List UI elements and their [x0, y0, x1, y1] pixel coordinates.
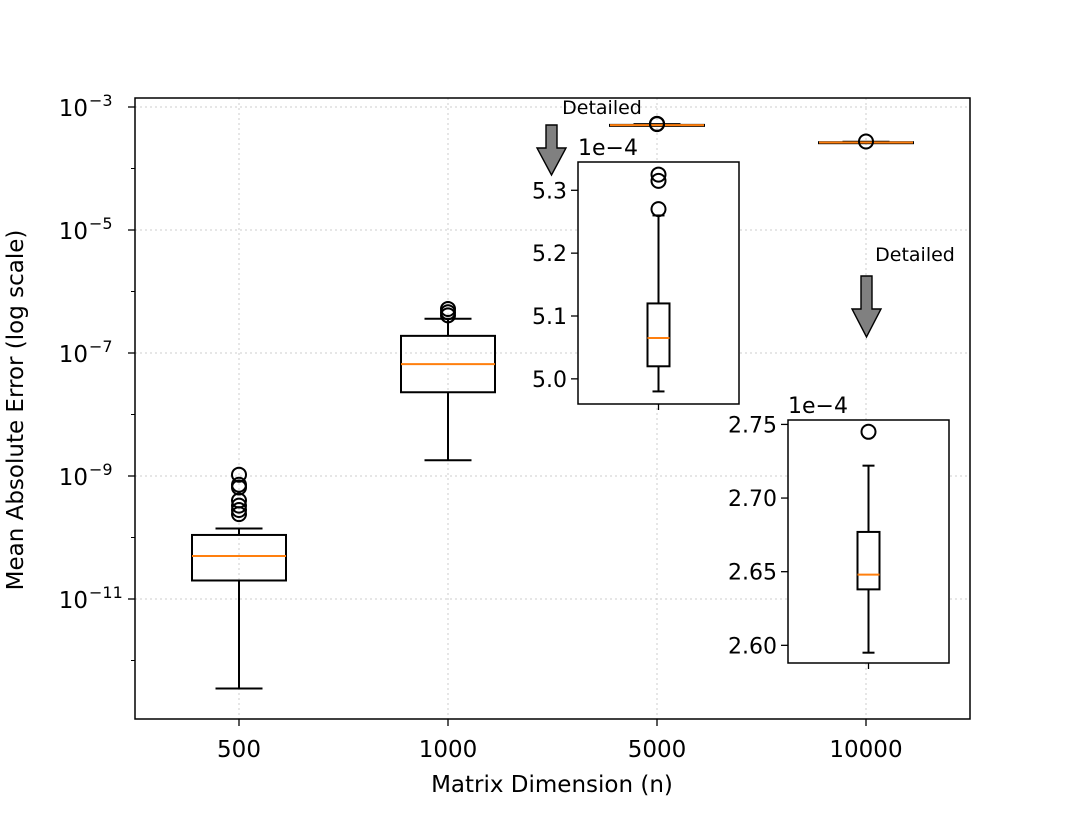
- inset-y-tick-label: 2.70: [728, 487, 777, 512]
- y-tick-label: 10: [59, 219, 88, 245]
- inset-y-tick-label: 2.65: [728, 561, 777, 586]
- inset-5000: 5.0 5.1 5.2 5.3: [532, 166, 671, 410]
- inset-5000-outlier: [650, 172, 667, 189]
- x-tick-label: 5000: [628, 737, 687, 763]
- inset-10000-box: [856, 530, 881, 591]
- inset-5000-offset-label: 1e−4: [578, 136, 638, 161]
- x-tick-label: 1000: [419, 737, 478, 763]
- annotation-arrow-5000: [535, 124, 568, 177]
- x-axis-label: Matrix Dimension (n): [431, 772, 673, 798]
- inset-10000-frame: [787, 419, 950, 664]
- y-tick-exponent: −9: [89, 460, 113, 479]
- inset-y-tick-label: 5.0: [532, 368, 567, 393]
- inset-y-tick-label: 2.60: [728, 634, 777, 659]
- x-tick-label: 10000: [829, 737, 902, 763]
- x-tick-label: 500: [217, 737, 261, 763]
- box-500-outlier: [231, 466, 247, 483]
- box-500-outlier: [231, 501, 247, 518]
- inset-y-tick-label: 5.2: [532, 242, 567, 267]
- y-tick-label: 10: [59, 96, 88, 122]
- inset-y-tick-label: 2.75: [728, 413, 777, 438]
- inset-10000-outlier: [860, 423, 877, 440]
- box-500-outlier: [231, 476, 247, 493]
- box-500-outlier: [231, 497, 247, 514]
- box-5000-outlier: [649, 115, 665, 132]
- inset-y-tick-label: 5.3: [532, 179, 567, 204]
- annotation-detailed-5000: Detailed: [562, 97, 642, 119]
- y-tick-exponent: −7: [89, 337, 113, 356]
- inset-5000-outlier: [650, 166, 667, 183]
- y-tick-exponent: −5: [89, 214, 113, 233]
- inset-5000-box: [646, 302, 671, 368]
- box-500-box: [191, 533, 287, 582]
- annotation-arrow-10000: [850, 275, 883, 339]
- main-axes-frame: [134, 97, 971, 720]
- y-tick-label: 10: [59, 465, 88, 491]
- y-axis-label: Mean Absolute Error (log scale): [3, 230, 29, 591]
- box-500-outlier: [231, 492, 247, 509]
- inset-10000-offset-label: 1e−4: [788, 394, 848, 419]
- main-plot: [191, 115, 914, 690]
- y-tick-label: 10: [59, 588, 88, 614]
- y-tick-exponent: −3: [89, 91, 113, 110]
- y-tick-exponent: −11: [89, 583, 123, 602]
- inset-5000-outlier: [650, 201, 667, 218]
- box-10000-outlier: [858, 133, 874, 150]
- box-1000-outlier: [440, 300, 456, 317]
- annotation-detailed-10000: Detailed: [875, 244, 955, 266]
- y-tick-label: 10: [59, 342, 88, 368]
- inset-10000: 2.60 2.65 2.70 2.75: [728, 413, 881, 669]
- inset-y-tick-label: 5.1: [532, 305, 567, 330]
